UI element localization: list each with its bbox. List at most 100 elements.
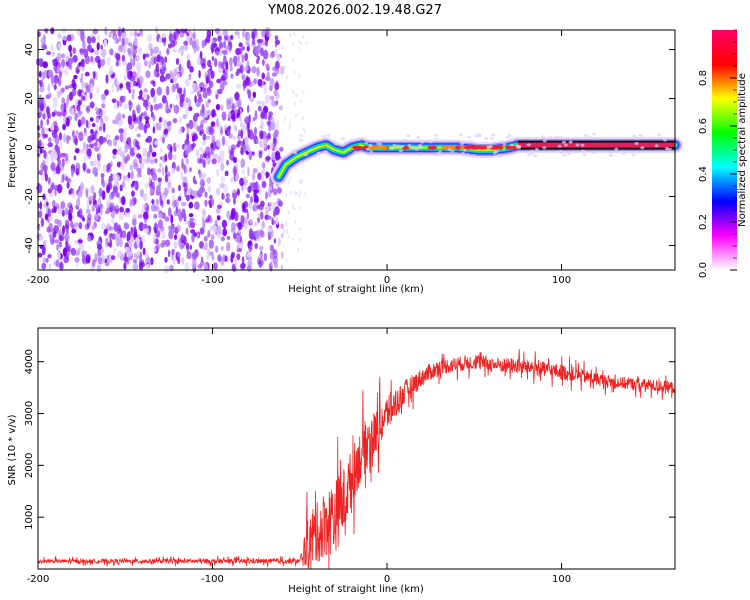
noise-speckle [172, 199, 177, 208]
noise-speckle [103, 228, 108, 235]
noise-speckle [199, 124, 204, 130]
ridge-halo [515, 145, 520, 149]
noise-speckle [58, 132, 63, 141]
noise-speckle [241, 46, 245, 51]
noise-speckle [220, 162, 225, 171]
noise-speckle [73, 134, 78, 145]
noise-speckle [294, 190, 297, 195]
noise-speckle [122, 60, 128, 66]
noise-speckle [224, 255, 228, 262]
noise-speckle [261, 168, 266, 177]
noise-speckle [153, 46, 159, 55]
noise-speckle [177, 257, 181, 265]
noise-speckle [95, 206, 99, 215]
noise-speckle [57, 33, 62, 39]
noise-speckle [42, 61, 48, 69]
noise-speckle [115, 52, 121, 61]
noise-speckle [222, 193, 226, 200]
noise-speckle [99, 204, 104, 210]
noise-speckle [53, 84, 57, 91]
noise-speckle [236, 243, 240, 251]
colorbar-label: Normalized spectral amplitude [737, 73, 748, 227]
noise-speckle [123, 37, 129, 46]
noise-speckle [56, 184, 63, 194]
noise-speckle [130, 236, 135, 244]
noise-speckle [273, 209, 277, 218]
noise-speckle [273, 188, 278, 196]
noise-speckle [55, 165, 61, 175]
ridge-halo [434, 134, 438, 137]
noise-speckle [220, 236, 225, 242]
noise-speckle [241, 73, 246, 81]
ridge-halo [502, 142, 507, 146]
noise-speckle [179, 45, 184, 50]
noise-speckle [152, 95, 157, 104]
noise-speckle [105, 134, 111, 139]
noise-speckle [197, 97, 203, 103]
noise-speckle [48, 177, 51, 185]
noise-speckle [123, 95, 126, 102]
noise-speckle [225, 70, 228, 80]
noise-speckle [165, 85, 170, 96]
noise-speckle [226, 235, 231, 240]
noise-speckle [100, 48, 107, 58]
noise-speckle [217, 35, 222, 42]
noise-speckle [45, 27, 49, 35]
noise-speckle [253, 28, 257, 36]
noise-speckle [240, 215, 245, 224]
noise-speckle [133, 146, 138, 154]
ridge-halo [353, 150, 358, 154]
noise-speckle [126, 81, 131, 91]
noise-speckle [206, 86, 212, 96]
noise-speckle [211, 113, 215, 118]
noise-speckle [145, 263, 150, 269]
noise-speckle [112, 185, 118, 194]
noise-speckle [150, 80, 155, 85]
noise-speckle [76, 69, 80, 74]
noise-speckle [188, 119, 194, 130]
noise-speckle [240, 144, 246, 154]
noise-speckle [143, 88, 148, 93]
noise-speckle [136, 133, 141, 138]
noise-speckle [158, 219, 163, 229]
noise-speckle [229, 57, 233, 67]
noise-speckle [48, 92, 52, 98]
noise-speckle [40, 217, 45, 227]
noise-speckle [124, 246, 130, 252]
noise-speckle [129, 198, 132, 208]
noise-speckle [162, 166, 165, 177]
noise-speckle [176, 73, 180, 79]
noise-speckle [91, 224, 96, 231]
ridge-halo [396, 144, 401, 148]
noise-speckle [164, 216, 170, 222]
noise-speckle [262, 59, 265, 66]
noise-speckle [76, 198, 81, 207]
ridge-halo [462, 148, 467, 152]
noise-speckle [247, 144, 251, 153]
noise-speckle [180, 257, 185, 265]
noise-speckle [193, 121, 198, 129]
noise-speckle [189, 221, 196, 229]
noise-speckle [207, 185, 211, 193]
noise-speckle [272, 66, 278, 72]
noise-speckle [121, 30, 127, 39]
noise-speckle [222, 29, 229, 37]
noise-speckle [115, 204, 119, 210]
noise-speckle [247, 89, 252, 100]
noise-speckle [38, 139, 42, 150]
noise-speckle [294, 167, 297, 172]
noise-speckle [55, 258, 60, 268]
noise-speckle [205, 35, 211, 44]
noise-speckle [174, 28, 180, 38]
noise-speckle [299, 237, 302, 242]
noise-speckle [77, 239, 83, 244]
ridge-halo [634, 142, 639, 145]
noise-speckle [254, 126, 257, 136]
noise-speckle [80, 116, 86, 125]
x-tick-label: -200 [27, 574, 50, 585]
noise-speckle [265, 63, 270, 69]
noise-speckle [66, 94, 70, 104]
noise-speckle [293, 91, 296, 95]
noise-speckle [153, 213, 158, 219]
